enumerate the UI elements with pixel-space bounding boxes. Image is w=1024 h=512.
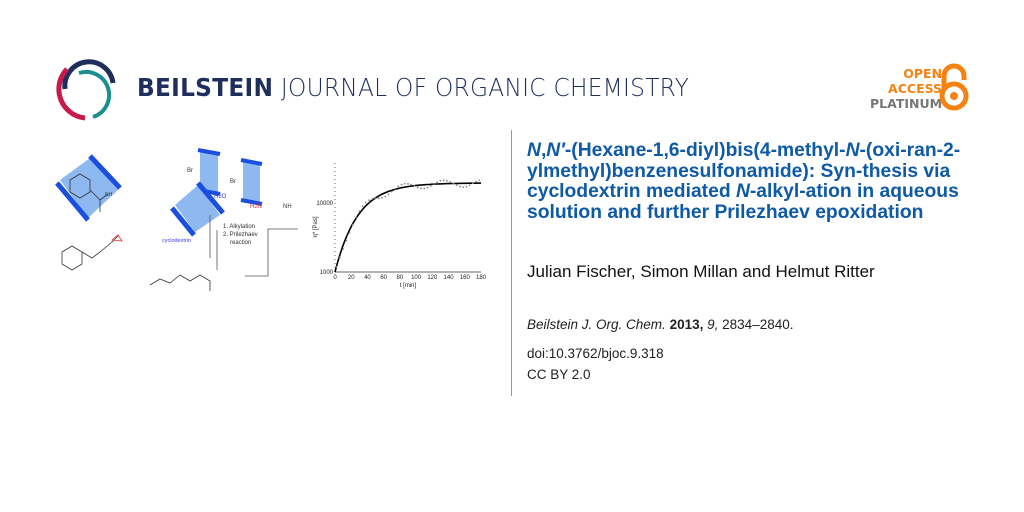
data-point xyxy=(471,182,474,185)
data-point xyxy=(400,183,403,186)
data-point xyxy=(358,210,361,213)
svg-text:H2O: H2O xyxy=(214,194,227,200)
license: CC BY 2.0 xyxy=(527,367,591,382)
data-point xyxy=(446,179,448,182)
fit-curve xyxy=(334,182,481,273)
data-point xyxy=(478,179,481,182)
article-authors: Julian Fischer, Simon Millan and Helmut … xyxy=(527,262,875,281)
data-point xyxy=(377,197,380,200)
title-segment: N′ xyxy=(546,140,565,161)
x-tick-label: 180 xyxy=(476,275,487,281)
data-point xyxy=(459,185,461,188)
x-tick-label: 120 xyxy=(427,275,438,281)
article-title[interactable]: N,N′-(Hexane-1,6-diyl)bis(4-methyl-N-(ox… xyxy=(527,140,977,223)
data-point xyxy=(416,186,419,189)
svg-text:Br: Br xyxy=(230,179,236,185)
x-tick-label: 20 xyxy=(348,275,355,281)
data-point xyxy=(335,265,338,268)
title-segment: -alkyl-ation in aqueous solution and fur… xyxy=(527,181,959,223)
svg-text:Br: Br xyxy=(187,168,193,174)
y-axis-label: η* [Pas] xyxy=(313,216,319,237)
cyclodextrin-complex-1 xyxy=(55,154,122,222)
data-point xyxy=(407,182,409,185)
x-tick-label: 0 xyxy=(333,275,337,281)
svg-text:cyclodextrin: cyclodextrin xyxy=(162,238,191,244)
data-point xyxy=(429,185,432,187)
data-point xyxy=(452,182,455,185)
svg-text:1. Alkylation: 1. Alkylation xyxy=(223,224,255,230)
data-point xyxy=(348,231,351,234)
x-tick-label: 80 xyxy=(397,275,404,281)
data-point xyxy=(345,239,348,242)
data-point xyxy=(381,196,383,199)
svg-text:reaction: reaction xyxy=(230,240,251,246)
x-axis-label: t [min] xyxy=(400,283,417,289)
data-point xyxy=(361,205,364,208)
title-segment: N xyxy=(527,140,541,161)
product-molecule-2 xyxy=(149,274,211,291)
x-tick-label: 60 xyxy=(380,275,387,281)
data-point xyxy=(468,184,471,187)
data-point xyxy=(338,256,341,259)
data-point xyxy=(449,180,452,183)
data-point xyxy=(387,193,390,196)
x-tick-label: 140 xyxy=(444,275,455,281)
x-tick-label: 100 xyxy=(411,275,422,281)
data-point xyxy=(436,181,439,183)
data-point xyxy=(384,195,387,198)
data-point xyxy=(442,179,445,182)
data-point xyxy=(351,223,354,226)
title-segment: N xyxy=(735,181,750,203)
title-segment: -(oxi-ran-2-ylmethyl)benzenesulfonamide)… xyxy=(527,140,961,203)
data-point xyxy=(364,201,367,204)
viscosity-chart: 0 20 40 60 80 100 120 140 160 180 1000 10000 t [min]… xyxy=(313,162,487,289)
data-point xyxy=(426,186,429,189)
data-point xyxy=(394,187,396,190)
data-point xyxy=(433,183,435,185)
data-point xyxy=(355,216,357,219)
cyclodextrin-bromide-2 xyxy=(240,158,263,206)
y-tick-label: 1000 xyxy=(320,270,334,276)
graphical-abstract: NH Br Br H2O cyclodextrin 1. Alkylation … xyxy=(55,148,487,291)
data-point xyxy=(413,185,416,187)
data-point xyxy=(397,185,400,188)
open-lock-icon xyxy=(939,63,969,111)
divider xyxy=(511,130,512,396)
svg-text:H2N: H2N xyxy=(250,204,262,210)
data-point xyxy=(410,183,413,186)
data-point xyxy=(462,186,465,189)
svg-text:2. Prilezhaev: 2. Prilezhaev xyxy=(223,232,258,238)
product-molecule-1 xyxy=(61,235,119,271)
data-point xyxy=(390,190,393,193)
data-point xyxy=(368,199,370,202)
title-segment: N xyxy=(845,140,860,161)
svg-text:NH: NH xyxy=(283,204,292,210)
title-segment: , xyxy=(540,140,547,161)
data-point xyxy=(423,187,426,190)
open-access-badge: OPEN ACCESS PLATINUM xyxy=(870,66,943,111)
data-point xyxy=(420,187,422,190)
y-tick-label: 10000 xyxy=(316,201,333,207)
data-point xyxy=(455,184,458,187)
x-tick-label: 160 xyxy=(460,275,471,281)
data-point xyxy=(371,198,374,200)
journal-name: BEILSTEIN JOURNAL OF ORGANIC CHEMISTRY xyxy=(137,73,690,102)
x-tick-label: 40 xyxy=(364,275,371,281)
data-point xyxy=(465,185,468,188)
svg-text:NH: NH xyxy=(105,192,113,198)
data-point xyxy=(475,180,478,183)
data-point xyxy=(342,248,345,250)
citation: Beilstein J. Org. Chem. 2013, 9, 2834–28… xyxy=(527,317,794,332)
title-segment: -(Hexane-1,6-diyl)bis(4-methyl- xyxy=(564,140,846,161)
cyclodextrin-complex-2 xyxy=(170,181,225,237)
journal-logo xyxy=(56,59,116,121)
data-point xyxy=(403,182,406,185)
data-point xyxy=(439,179,442,182)
doi[interactable]: doi:10.3762/bjoc.9.318 xyxy=(527,346,664,361)
data-point xyxy=(374,197,377,200)
